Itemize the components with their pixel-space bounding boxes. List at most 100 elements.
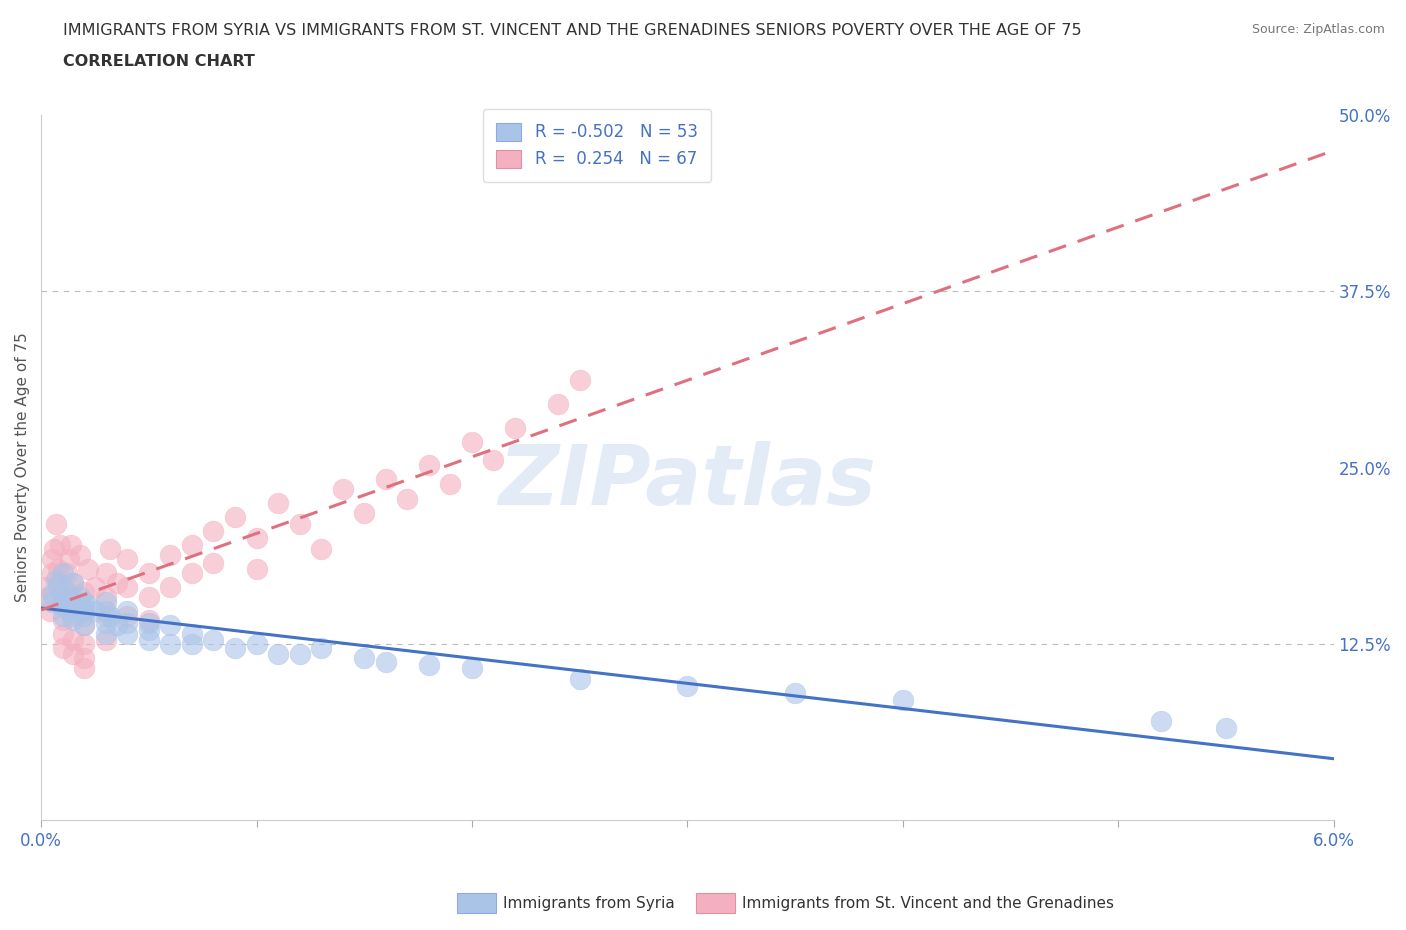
Point [374, 655, 396, 670]
Point [58, 551, 80, 566]
Point [138, 590, 160, 604]
Point [138, 565, 160, 580]
Point [41, 587, 63, 602]
Point [98, 608, 121, 623]
Point [46, 580, 69, 595]
Point [105, 576, 128, 591]
Point [94, 632, 117, 647]
Point [180, 538, 202, 552]
Point [461, 434, 484, 449]
Point [159, 548, 181, 563]
Point [138, 616, 160, 631]
Point [41, 594, 63, 609]
Point [52, 641, 75, 656]
Point [117, 616, 139, 631]
Point [180, 565, 202, 580]
Point [52, 565, 75, 580]
Point [62, 608, 84, 623]
Point [418, 658, 440, 672]
Text: CORRELATION CHART: CORRELATION CHART [63, 54, 254, 69]
Point [73, 601, 96, 616]
Point [37, 590, 59, 604]
Point [202, 524, 225, 538]
Point [180, 636, 202, 651]
Point [73, 618, 96, 633]
Point [73, 660, 96, 675]
Point [117, 551, 139, 566]
Text: IMMIGRANTS FROM SYRIA VS IMMIGRANTS FROM ST. VINCENT AND THE GRENADINES SENIORS : IMMIGRANTS FROM SYRIA VS IMMIGRANTS FROM… [63, 23, 1081, 38]
Point [62, 613, 84, 628]
Point [38, 604, 60, 618]
Point [73, 618, 96, 633]
Point [353, 650, 375, 665]
Point [49, 538, 72, 552]
Point [52, 598, 75, 613]
Point [396, 491, 419, 506]
Point [73, 594, 96, 609]
Point [547, 397, 569, 412]
Point [52, 608, 75, 623]
Point [353, 505, 375, 520]
Point [45, 516, 67, 531]
Text: Immigrants from Syria: Immigrants from Syria [503, 896, 675, 910]
Point [568, 373, 591, 388]
Point [332, 481, 354, 496]
Point [42, 542, 65, 557]
Text: Immigrants from St. Vincent and the Grenadines: Immigrants from St. Vincent and the Gren… [742, 896, 1115, 910]
Point [94, 627, 117, 642]
Point [62, 576, 84, 591]
Point [46, 576, 69, 591]
Point [52, 590, 75, 604]
Point [52, 627, 75, 642]
Point [94, 608, 117, 623]
Point [117, 608, 139, 623]
Point [62, 594, 84, 609]
Point [73, 584, 96, 599]
Point [267, 496, 290, 511]
Point [52, 613, 75, 628]
Point [224, 510, 246, 525]
Point [41, 551, 63, 566]
Point [84, 604, 107, 618]
Point [94, 616, 117, 631]
Legend: R = -0.502   N = 53, R =  0.254   N = 67: R = -0.502 N = 53, R = 0.254 N = 67 [482, 109, 711, 181]
Point [418, 458, 440, 472]
Point [288, 516, 311, 531]
Y-axis label: Seniors Poverty Over the Age of 75: Seniors Poverty Over the Age of 75 [15, 333, 30, 603]
Point [138, 632, 160, 647]
Point [45, 573, 67, 588]
Point [245, 562, 267, 577]
Point [62, 646, 84, 661]
Point [159, 580, 181, 595]
Point [56, 565, 79, 580]
Point [1215, 721, 1237, 736]
Point [73, 604, 96, 618]
Point [94, 594, 117, 609]
Point [84, 580, 107, 595]
Point [267, 646, 290, 661]
Point [138, 613, 160, 628]
Point [117, 604, 139, 618]
Point [309, 641, 332, 656]
Text: ZIPatlas: ZIPatlas [498, 441, 876, 522]
Point [461, 660, 484, 675]
Point [439, 477, 461, 492]
Point [34, 580, 56, 595]
Point [52, 580, 75, 595]
Point [202, 632, 225, 647]
Point [77, 562, 100, 577]
Point [73, 604, 96, 618]
Point [503, 420, 526, 435]
Point [94, 590, 117, 604]
Point [52, 594, 75, 609]
Point [73, 650, 96, 665]
Point [288, 646, 311, 661]
Point [69, 590, 91, 604]
Point [98, 542, 121, 557]
Point [159, 618, 181, 633]
Point [309, 542, 332, 557]
Point [891, 693, 914, 708]
Point [180, 627, 202, 642]
Point [77, 598, 100, 613]
Point [783, 685, 806, 700]
